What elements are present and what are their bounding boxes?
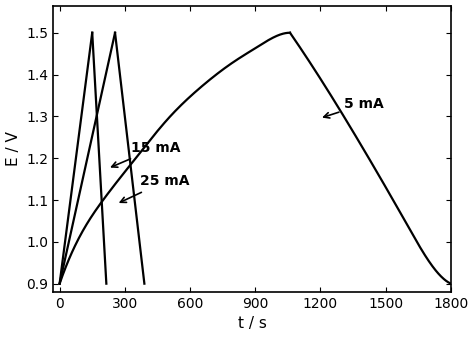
Text: 15 mA: 15 mA (112, 141, 181, 167)
Text: 5 mA: 5 mA (324, 97, 384, 118)
Y-axis label: E / V: E / V (6, 131, 20, 166)
Text: 25 mA: 25 mA (120, 174, 190, 203)
X-axis label: t / s: t / s (237, 316, 266, 332)
